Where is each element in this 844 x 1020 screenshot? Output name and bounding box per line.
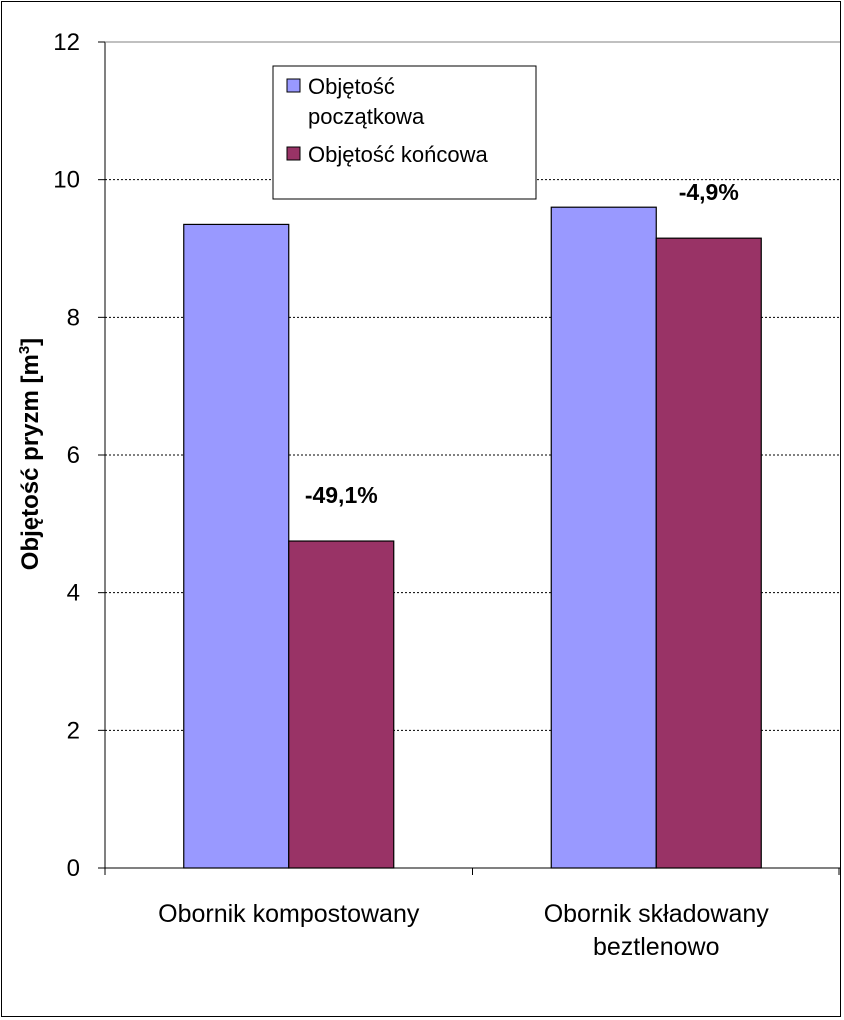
- y-tick-label: 8: [67, 304, 80, 331]
- y-tick-label: 10: [53, 167, 80, 194]
- data-label: -4,9%: [679, 179, 739, 205]
- y-axis-ticks: 0 2 4 6 8 10 12: [53, 29, 105, 882]
- category-label: Obornik składowany: [544, 900, 770, 928]
- legend-swatch: [286, 78, 301, 93]
- y-tick-label: 6: [67, 442, 80, 469]
- legend: Objętość początkowa Objętość końcowa: [272, 65, 537, 200]
- category-label: beztlenowo: [593, 933, 719, 961]
- bar: [288, 540, 395, 869]
- data-label: -49,1%: [305, 482, 378, 508]
- y-tick-label: 12: [53, 29, 80, 56]
- bars: [104, 206, 840, 875]
- bar: [655, 237, 762, 869]
- y-tick-label: 0: [67, 855, 80, 882]
- category-label: Obornik kompostowany: [158, 900, 420, 928]
- x-axis-categories: Obornik kompostowany Obornik składowany be…: [158, 900, 769, 961]
- y-tick-label: 2: [67, 717, 80, 744]
- y-axis-label: Objętość pryzm [m3]: [16, 338, 44, 570]
- data-labels: -49,1% -4,9%: [305, 179, 739, 508]
- y-tick-label: 4: [67, 580, 80, 607]
- legend-label: początkowa: [308, 104, 425, 129]
- legend-label: Objętość: [308, 74, 395, 99]
- legend-box: [272, 65, 537, 200]
- legend-swatch: [286, 146, 301, 161]
- bar: [550, 206, 657, 869]
- bar: [183, 223, 290, 869]
- legend-label: Objętość końcowa: [308, 142, 489, 167]
